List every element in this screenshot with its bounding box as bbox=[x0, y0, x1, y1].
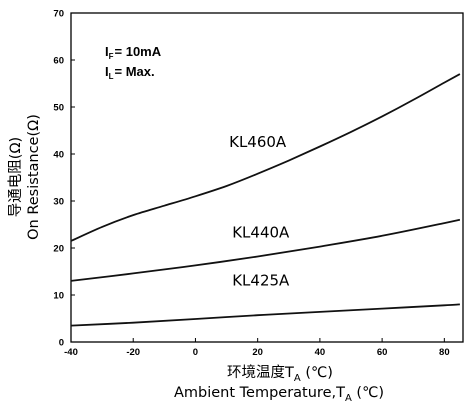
y-axis-label-cn: 导通电阻(Ω) bbox=[7, 137, 24, 217]
series-label-kl460a: KL460A bbox=[229, 133, 287, 151]
y-tick-label: 50 bbox=[53, 103, 64, 114]
x-tick-label: -40 bbox=[64, 347, 78, 358]
x-ticks: -40 -20 0 20 40 60 80 bbox=[64, 338, 450, 358]
x-axis-label-en: Ambient Temperature,TA (℃) bbox=[174, 385, 384, 404]
x-tick-label: 80 bbox=[439, 347, 450, 358]
plot-frame bbox=[70, 12, 464, 343]
y-ticks: 0 10 20 30 40 50 60 70 bbox=[53, 9, 75, 349]
x-tick-label: 40 bbox=[315, 347, 326, 358]
x-tick-label: 60 bbox=[377, 347, 388, 358]
series-label-kl440a: KL440A bbox=[232, 224, 290, 242]
series-lines bbox=[70, 73, 461, 327]
series-line-kl440a bbox=[70, 218, 461, 282]
y-tick-label: 70 bbox=[53, 9, 64, 20]
condition-if: IF= 10mA bbox=[105, 44, 162, 61]
condition-il: IL= Max. bbox=[105, 64, 155, 81]
x-tick-label: 0 bbox=[193, 347, 198, 358]
series-line-kl460a bbox=[70, 73, 461, 242]
series-label-kl425a: KL425A bbox=[232, 272, 290, 290]
series-labels: KL460A KL440A KL425A bbox=[229, 133, 290, 290]
y-tick-label: 0 bbox=[59, 338, 64, 349]
y-axis-label-en: On Resistance(Ω) bbox=[26, 114, 42, 240]
x-tick-label: -20 bbox=[126, 347, 140, 358]
series-line-kl425a bbox=[70, 303, 460, 327]
x-tick-label: 20 bbox=[252, 347, 263, 358]
y-tick-label: 60 bbox=[53, 56, 64, 67]
x-axis-label-cn: 环境温度TA (℃) bbox=[227, 363, 333, 384]
y-tick-label: 20 bbox=[53, 244, 64, 255]
y-tick-label: 40 bbox=[53, 150, 64, 161]
y-tick-label: 30 bbox=[53, 197, 64, 208]
y-tick-label: 10 bbox=[53, 291, 64, 302]
